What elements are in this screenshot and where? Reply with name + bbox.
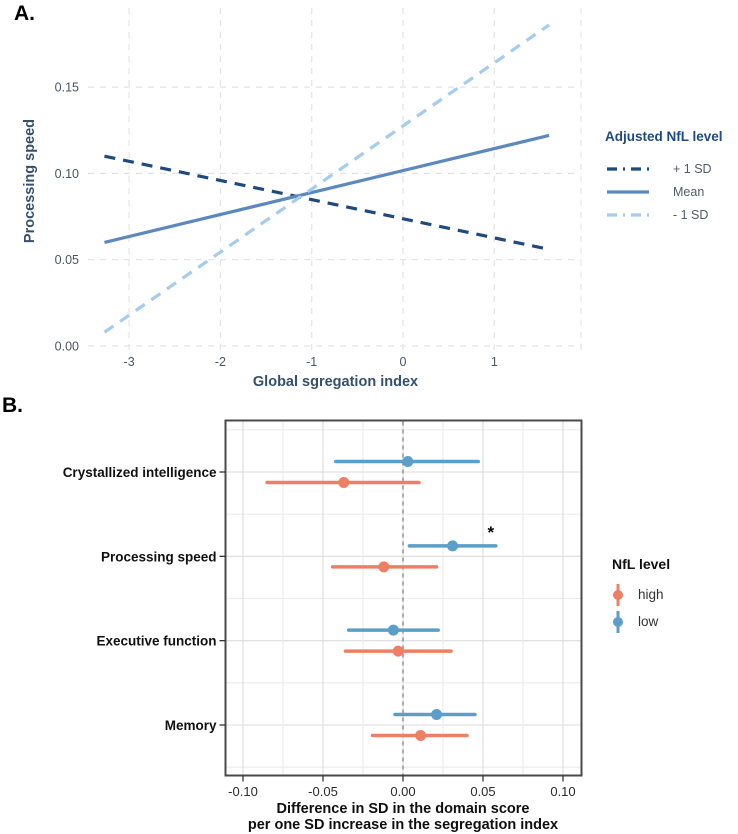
category-label: Processing speed xyxy=(101,549,217,564)
panel-a-label: A. xyxy=(14,2,35,25)
x-tick-label: -3 xyxy=(124,355,135,369)
x-tick-label: 0 xyxy=(400,355,407,369)
dashed-line-key-icon xyxy=(607,212,649,217)
category-label: Memory xyxy=(165,718,217,733)
panel-b-x-axis-title-line2: per one SD increase in the segregation i… xyxy=(247,817,559,833)
panel-a-legend-title: Adjusted NfL level xyxy=(605,129,723,144)
legend-item-plus-1sd: + 1 SD xyxy=(605,157,723,180)
x-tick-label: -0.05 xyxy=(308,784,338,799)
x-tick-label: -0.10 xyxy=(228,784,258,799)
pointrange-key-icon xyxy=(613,610,623,633)
x-tick-label: 0.05 xyxy=(470,784,495,799)
legend-item-label: high xyxy=(638,587,664,602)
legend-item-label: - 1 SD xyxy=(673,207,709,222)
estimate-point-high xyxy=(378,561,390,573)
significance-star: * xyxy=(487,523,494,542)
estimate-point-high xyxy=(392,645,404,657)
legend-item-label: + 1 SD xyxy=(673,161,712,176)
panel-b-x-axis-title: Difference in SD in the domain score per… xyxy=(123,801,683,833)
panel-b-label: B. xyxy=(2,394,23,417)
estimate-point-low xyxy=(387,624,399,636)
estimate-point-high xyxy=(338,477,350,488)
y-tick-label: 0.10 xyxy=(55,167,79,181)
legend-item-label: Mean xyxy=(673,184,705,199)
y-tick-label: 0.00 xyxy=(55,340,79,354)
x-tick-label: -1 xyxy=(306,355,317,369)
legend-item-minus-1sd: - 1 SD xyxy=(605,203,723,226)
legend-item-mean: Mean xyxy=(605,180,723,203)
estimate-point-low xyxy=(431,708,443,720)
series-line-+1SD xyxy=(104,154,550,251)
panel-a-x-axis-title: Global sgregation index xyxy=(252,374,419,390)
x-tick-label: 0.10 xyxy=(550,784,575,799)
x-tick-label: -2 xyxy=(215,355,226,369)
panel-a-legend: Adjusted NfL level + 1 SD Mean - 1 SD xyxy=(605,129,723,226)
estimate-point-low xyxy=(402,456,414,467)
legend-item-high: high xyxy=(612,581,670,608)
dashed-line-key-icon xyxy=(607,166,649,171)
series-line-Mean xyxy=(104,133,550,244)
panel-a-chart: -3 -2 -1 0 1 0.00 0.05 0.10 0.15 xyxy=(55,8,582,369)
legend-item-low: low xyxy=(612,608,670,635)
category-label: Executive function xyxy=(96,634,216,649)
estimate-point-low xyxy=(447,540,459,552)
pointrange-key-icon xyxy=(613,583,623,606)
panel-a-y-axis-title: Processing speed xyxy=(22,118,38,244)
y-tick-label: 0.15 xyxy=(55,81,79,95)
panel-b-legend: NfL level high low xyxy=(612,556,670,635)
panel-b-chart: * Crystallized intelligence Processing spe… xyxy=(63,419,583,799)
x-tick-label: 1 xyxy=(491,355,498,369)
panel-b-x-axis-title-line1: Difference in SD in the domain score xyxy=(276,801,530,817)
legend-item-label: low xyxy=(638,614,659,629)
series-line--1SD xyxy=(103,23,550,334)
category-label: Crystallized intelligence xyxy=(63,465,217,480)
x-tick-label: 0.00 xyxy=(390,784,415,799)
panel-b-legend-title: NfL level xyxy=(612,556,671,572)
y-tick-label: 0.05 xyxy=(55,253,79,267)
estimate-point-high xyxy=(415,729,427,741)
solid-line-key-icon xyxy=(607,189,649,194)
